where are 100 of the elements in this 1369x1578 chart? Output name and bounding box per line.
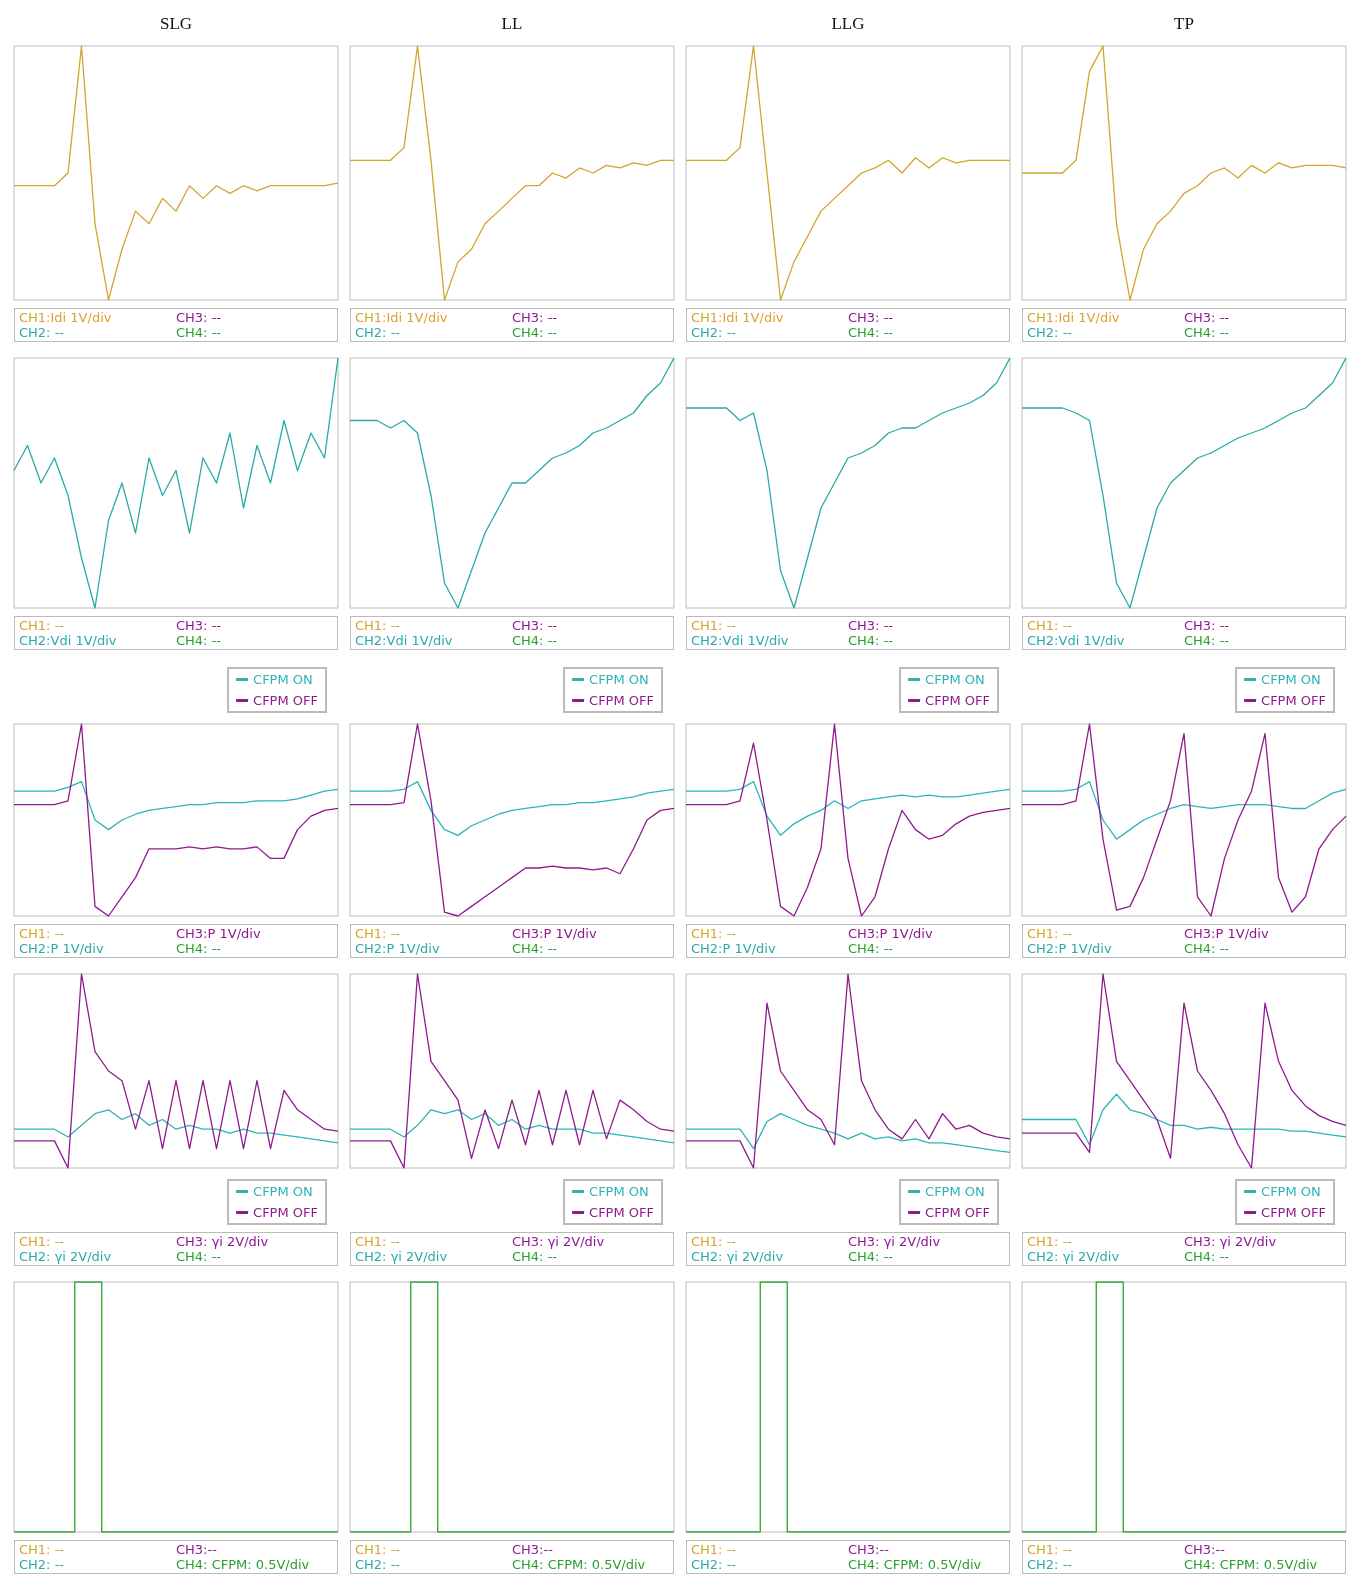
text: CH4: CFPM: 0.5V/div	[512, 1557, 647, 1572]
text: CH3: γi 2V/div	[848, 1234, 942, 1249]
text: CH3: γi 2V/div	[1184, 1234, 1278, 1249]
text: CH2:Vdi 1V/div	[1027, 633, 1126, 648]
legend-label: CFPM ON	[589, 1184, 649, 1199]
text: CH1: --	[691, 1234, 738, 1249]
text: CH4: --	[1184, 1249, 1231, 1264]
text: CH1: --	[355, 926, 402, 941]
text: CH4: --	[512, 633, 559, 648]
text: CH2: --	[691, 1557, 738, 1572]
text: CH1: --	[1027, 1542, 1074, 1557]
text: CH3:P 1V/div	[848, 926, 934, 941]
text: CH2:P 1V/div	[19, 941, 105, 956]
text: CH2:P 1V/div	[355, 941, 441, 956]
text: CH1: --	[19, 618, 66, 633]
legend-label: CFPM OFF	[589, 1205, 655, 1220]
text: CH1:Idi 1V/div	[355, 310, 449, 325]
text: CH2: --	[1027, 325, 1074, 340]
text: CH3: γi 2V/div	[512, 1234, 606, 1249]
legend-label: CFPM ON	[253, 672, 313, 687]
text: CH4: CFPM: 0.5V/div	[1184, 1557, 1319, 1572]
legend-label: CFPM OFF	[253, 1205, 319, 1220]
text: CH3: --	[512, 310, 559, 325]
text: CH1: --	[1027, 926, 1074, 941]
text: CH2:Vdi 1V/div	[691, 633, 790, 648]
legend-label: CFPM OFF	[1261, 693, 1327, 708]
text: CH1: --	[19, 1234, 66, 1249]
legend-label: CFPM ON	[1261, 1184, 1321, 1199]
text: CH1: --	[355, 618, 402, 633]
text: CH1: --	[355, 1542, 402, 1557]
text: CH2: γi 2V/div	[19, 1249, 113, 1264]
text: CH2: --	[19, 1557, 66, 1572]
text: CH2: --	[355, 1557, 402, 1572]
text: CH3:--	[512, 1542, 554, 1557]
text: CH4: --	[1184, 633, 1231, 648]
chart-title: TP	[1174, 14, 1194, 33]
text: CH4: --	[512, 941, 559, 956]
text: CH3:--	[176, 1542, 218, 1557]
text: CH1: --	[355, 1234, 402, 1249]
text: CH4: --	[848, 1249, 895, 1264]
legend-label: CFPM OFF	[253, 693, 319, 708]
chart-title: LL	[501, 14, 523, 33]
text: CH3: --	[176, 310, 223, 325]
text: CH3:P 1V/div	[1184, 926, 1270, 941]
text: CH4: --	[512, 1249, 559, 1264]
text: CH1: --	[691, 926, 738, 941]
text: CH3: γi 2V/div	[176, 1234, 270, 1249]
text: CH3: --	[1184, 310, 1231, 325]
legend-label: CFPM ON	[589, 672, 649, 687]
text: CH4: --	[848, 941, 895, 956]
text: CH4: --	[176, 633, 223, 648]
legend-label: CFPM OFF	[925, 693, 991, 708]
legend-label: CFPM OFF	[589, 693, 655, 708]
text: CH4: --	[176, 1249, 223, 1264]
text: CH3:P 1V/div	[512, 926, 598, 941]
text: CH2:Vdi 1V/div	[355, 633, 454, 648]
text: CH4: --	[1184, 941, 1231, 956]
legend-label: CFPM ON	[925, 1184, 985, 1199]
text: CH2:P 1V/div	[1027, 941, 1113, 956]
text: CH2: γi 2V/div	[355, 1249, 449, 1264]
text: CH4: --	[848, 325, 895, 340]
text: CH2:P 1V/div	[691, 941, 777, 956]
text: CH2: --	[355, 325, 402, 340]
text: CH4: CFPM: 0.5V/div	[848, 1557, 983, 1572]
chart-title: SLG	[159, 14, 193, 33]
text: CH4: --	[848, 633, 895, 648]
text: CH4: CFPM: 0.5V/div	[176, 1557, 311, 1572]
text: CH2: --	[1027, 1557, 1074, 1572]
chart-title: LLG	[831, 14, 865, 33]
text: CH3:--	[848, 1542, 890, 1557]
text: CH1:Idi 1V/div	[691, 310, 785, 325]
text: CH1: --	[1027, 1234, 1074, 1249]
text: CH2:Vdi 1V/div	[19, 633, 118, 648]
legend-label: CFPM OFF	[925, 1205, 991, 1220]
text: CH1: --	[691, 1542, 738, 1557]
legend-label: CFPM ON	[253, 1184, 313, 1199]
legend-label: CFPM ON	[925, 672, 985, 687]
text: CH1:Idi 1V/div	[1027, 310, 1121, 325]
text: CH4: --	[1184, 325, 1231, 340]
text: CH3: --	[176, 618, 223, 633]
text: CH4: --	[176, 325, 223, 340]
text: CH3: --	[848, 618, 895, 633]
text: CH1:Idi 1V/div	[19, 310, 113, 325]
text: CH1: --	[691, 618, 738, 633]
text: CH3:--	[1184, 1542, 1226, 1557]
text: CH4: --	[176, 941, 223, 956]
text: CH2: --	[19, 325, 66, 340]
legend-label: CFPM ON	[1261, 672, 1321, 687]
text: CH3: --	[848, 310, 895, 325]
text: CH1: --	[1027, 618, 1074, 633]
text: CH2: γi 2V/div	[691, 1249, 785, 1264]
text: CH3: --	[512, 618, 559, 633]
text: CH3:P 1V/div	[176, 926, 262, 941]
text: CH3: --	[1184, 618, 1231, 633]
text: CH2: --	[691, 325, 738, 340]
text: CH4: --	[512, 325, 559, 340]
text: CH1: --	[19, 1542, 66, 1557]
text: CH2: γi 2V/div	[1027, 1249, 1121, 1264]
legend-label: CFPM OFF	[1261, 1205, 1327, 1220]
text: CH1: --	[19, 926, 66, 941]
